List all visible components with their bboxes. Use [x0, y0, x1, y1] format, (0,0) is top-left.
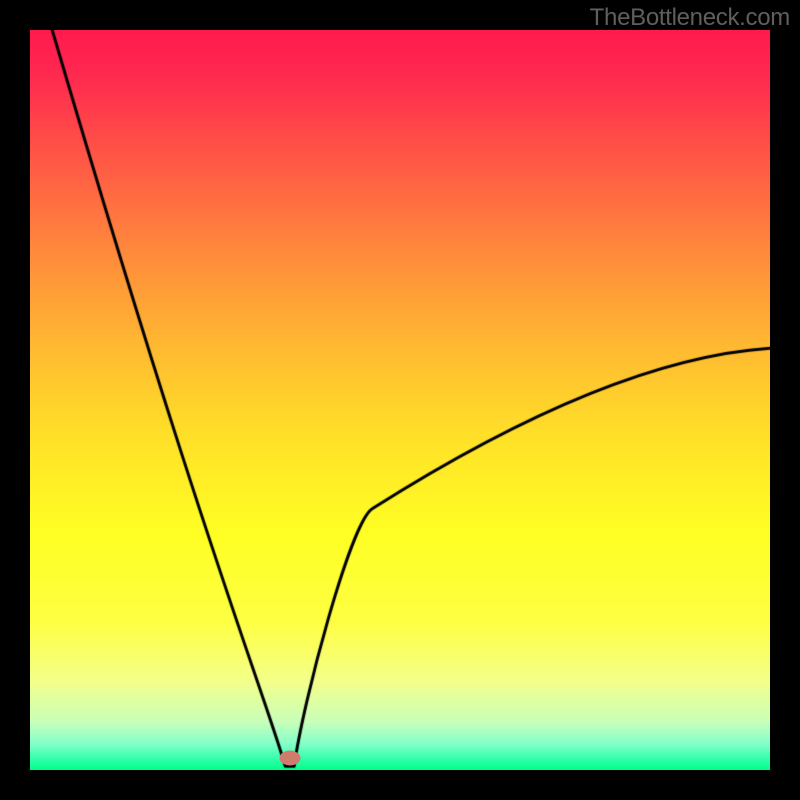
watermark-text: TheBottleneck.com — [590, 4, 790, 32]
optimal-point-marker — [280, 751, 301, 766]
plot-area — [30, 30, 770, 770]
bottleneck-curve — [30, 30, 770, 770]
